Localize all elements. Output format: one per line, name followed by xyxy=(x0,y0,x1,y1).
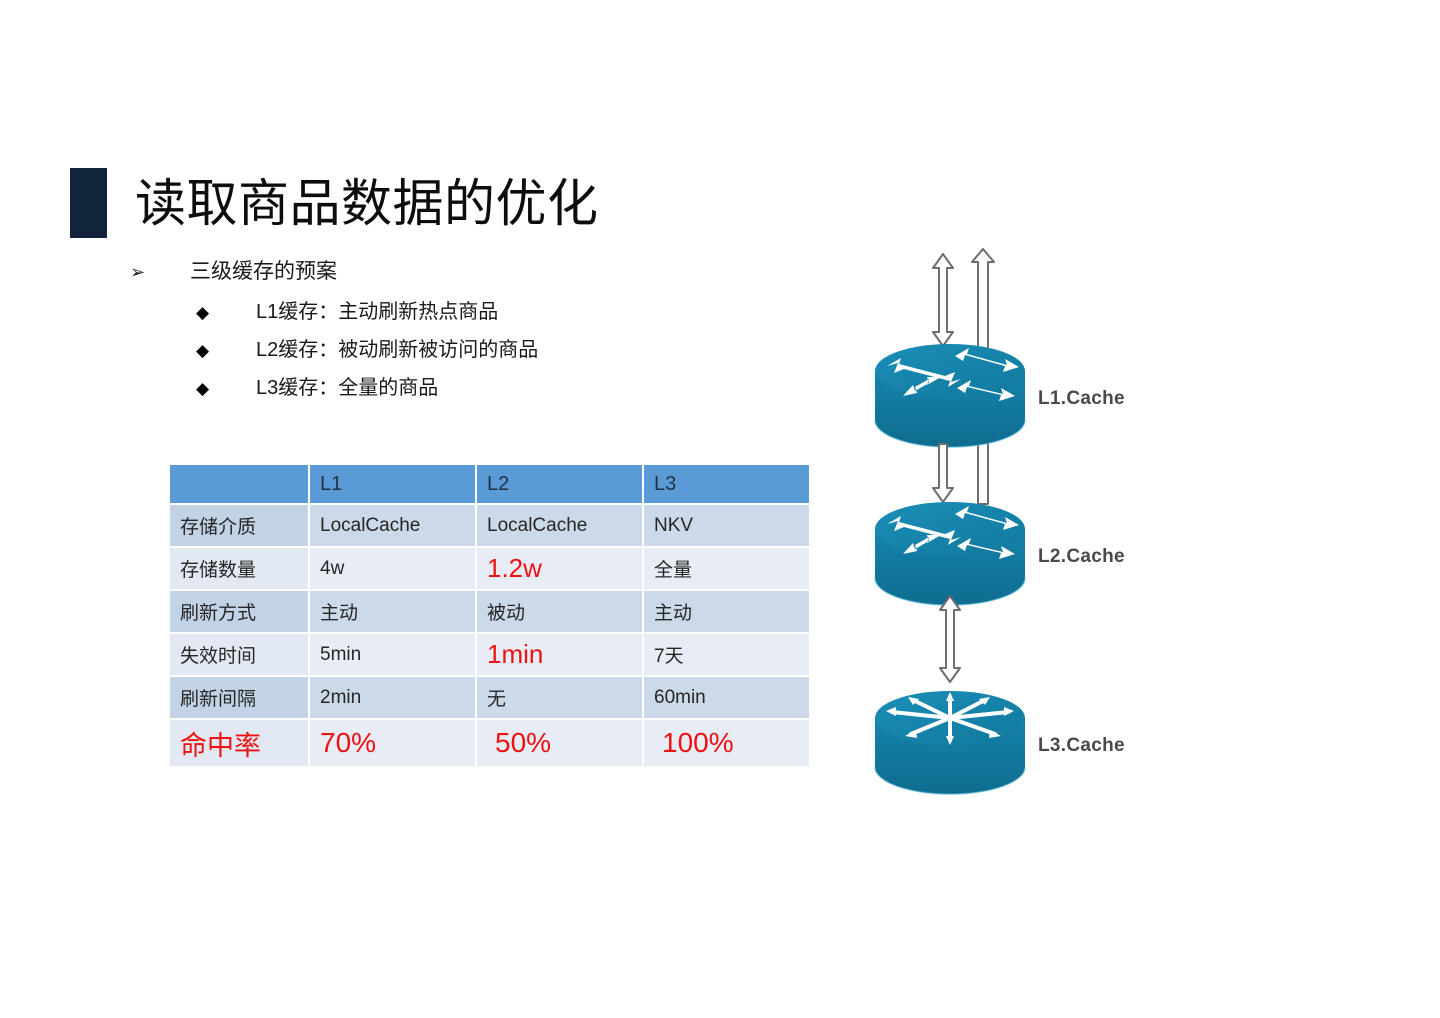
node-l3-cache xyxy=(874,691,1026,795)
arrow-double-top-left xyxy=(932,253,954,347)
row-label-storage-medium: 存储介质 xyxy=(170,505,310,548)
page-title: 读取商品数据的优化 xyxy=(135,174,599,232)
table-row: 刷新方式 主动 被动 主动 xyxy=(170,591,809,634)
bullet-item-l3-cache: ◆ L3缓存：全量的商品 xyxy=(130,371,770,400)
cell-refresh-mode-l1: 主动 xyxy=(310,591,477,634)
table-header-cell-l3: L3 xyxy=(644,465,809,505)
cell-hit-rate-l2: 50% xyxy=(477,720,644,768)
arrow-bullet-icon: ➢ xyxy=(130,262,146,282)
cell-storage-medium-l1: LocalCache xyxy=(310,505,477,548)
cell-storage-medium-l2: LocalCache xyxy=(477,505,644,548)
table-header-row: L1 L2 L3 xyxy=(170,465,809,505)
cell-refresh-interval-l2: 无 xyxy=(477,677,644,720)
row-label-hit-rate: 命中率 xyxy=(170,720,310,768)
table-header: L1 L2 L3 xyxy=(170,465,809,505)
cell-expiry-time-l3: 7天 xyxy=(644,634,809,677)
arrow-double-l2-to-l3 xyxy=(939,595,961,683)
router-icon xyxy=(887,348,1019,401)
table-row: 存储介质 LocalCache LocalCache NKV xyxy=(170,505,809,548)
cell-refresh-interval-l1: 2min xyxy=(310,677,477,720)
table-row: 失效时间 5min 1min 7天 xyxy=(170,634,809,677)
arrow-down-l1-to-l2 xyxy=(932,443,954,503)
row-label-refresh-mode: 刷新方式 xyxy=(170,591,310,634)
slide-title-block: 读取商品数据的优化 xyxy=(70,168,599,238)
diamond-bullet-icon: ◆ xyxy=(196,341,210,360)
table-header-cell-l2: L2 xyxy=(477,465,644,505)
cache-hierarchy-svg xyxy=(874,248,1026,795)
title-accent-bar xyxy=(70,168,107,238)
cache-hierarchy-diagram: L1.Cache L2.Cache L3.Cache xyxy=(845,248,1205,808)
cell-expiry-time-l2: 1min xyxy=(477,634,644,677)
row-label-refresh-interval: 刷新间隔 xyxy=(170,677,310,720)
cell-storage-count-l3: 全量 xyxy=(644,548,809,591)
bullet-label-l3-cache: L3缓存：全量的商品 xyxy=(256,377,439,399)
cell-refresh-interval-l3: 60min xyxy=(644,677,809,720)
cell-hit-rate-l3: 100% xyxy=(644,720,809,768)
bullet-label-l2-cache: L2缓存：被动刷新被访问的商品 xyxy=(256,339,539,361)
table-row: 命中率 70% 50% 100% xyxy=(170,720,809,768)
bullet-list: ➢ 三级缓存的预案 ◆ L1缓存：主动刷新热点商品 ◆ L2缓存：被动刷新被访问… xyxy=(130,255,770,409)
cache-comparison-table: L1 L2 L3 存储介质 LocalCache LocalCache NKV … xyxy=(170,465,809,768)
node-label-l3: L3.Cache xyxy=(1038,735,1125,756)
bullet-item-l2-cache: ◆ L2缓存：被动刷新被访问的商品 xyxy=(130,333,770,362)
table-row: 刷新间隔 2min 无 60min xyxy=(170,677,809,720)
diamond-bullet-icon: ◆ xyxy=(196,303,210,322)
cell-hit-rate-l1: 70% xyxy=(310,720,477,768)
cell-storage-medium-l3: NKV xyxy=(644,505,809,548)
node-label-l2: L2.Cache xyxy=(1038,546,1125,567)
node-label-l1: L1.Cache xyxy=(1038,388,1125,409)
row-label-expiry-time: 失效时间 xyxy=(170,634,310,677)
table-header-cell-l1: L1 xyxy=(310,465,477,505)
bullet-label-l1-cache: L1缓存：主动刷新热点商品 xyxy=(256,301,499,323)
table-body: 存储介质 LocalCache LocalCache NKV 存储数量 4w 1… xyxy=(170,505,809,768)
cell-storage-count-l1: 4w xyxy=(310,548,477,591)
router-icon xyxy=(887,506,1019,559)
cell-refresh-mode-l2: 被动 xyxy=(477,591,644,634)
table-row: 存储数量 4w 1.2w 全量 xyxy=(170,548,809,591)
cell-expiry-time-l1: 5min xyxy=(310,634,477,677)
cell-refresh-mode-l3: 主动 xyxy=(644,591,809,634)
bullet-label-overview: 三级缓存的预案 xyxy=(190,260,337,283)
bullet-item-l1-cache: ◆ L1缓存：主动刷新热点商品 xyxy=(130,295,770,324)
cell-storage-count-l2: 1.2w xyxy=(477,548,644,591)
node-l2-cache xyxy=(874,502,1026,606)
row-label-storage-count: 存储数量 xyxy=(170,548,310,591)
bullet-item-level1: ➢ 三级缓存的预案 xyxy=(130,255,770,285)
switch-icon-arrowheads xyxy=(886,692,1014,745)
diamond-bullet-icon: ◆ xyxy=(196,379,210,398)
table-header-cell-blank xyxy=(170,465,310,505)
node-l1-cache xyxy=(874,344,1026,448)
